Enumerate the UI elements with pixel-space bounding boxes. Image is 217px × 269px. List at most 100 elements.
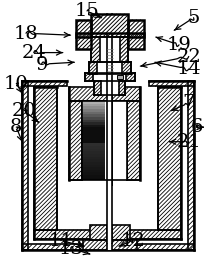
Bar [82,170,107,173]
Bar [82,165,107,167]
Text: 22: 22 [176,48,201,66]
Bar [107,14,112,243]
Bar [82,146,107,149]
Text: 24: 24 [21,44,46,62]
Bar [127,101,140,180]
Bar [128,33,144,49]
Bar [126,73,135,81]
Bar [34,88,57,230]
Bar [82,104,107,107]
Bar [187,81,193,250]
Bar [91,37,100,62]
Bar [82,117,107,120]
Bar [82,114,107,117]
Text: 7: 7 [182,94,195,112]
Text: 10: 10 [4,75,29,93]
Bar [128,20,144,37]
Bar [82,128,107,130]
Bar [149,81,193,87]
Bar [149,81,193,87]
Bar [82,130,107,133]
Bar [82,162,107,165]
Bar [69,101,82,180]
Bar [82,143,107,146]
Bar [91,37,100,62]
Bar [89,225,130,240]
Bar [89,62,97,74]
Bar [82,151,107,154]
Text: 5: 5 [187,9,200,27]
Bar [69,88,140,101]
Bar [91,33,128,37]
Bar [82,178,107,180]
Bar [82,133,107,136]
Bar [128,33,144,49]
Bar [91,14,128,33]
Bar [22,81,28,250]
Text: 19: 19 [166,36,191,54]
Bar [122,62,131,74]
Bar [34,230,181,239]
Text: 11: 11 [48,232,73,250]
Bar [128,20,144,37]
Bar [89,225,130,240]
Bar [76,33,91,49]
Bar [82,141,107,144]
Bar [120,37,128,62]
Bar [158,88,181,230]
Bar [82,167,107,170]
Bar [107,96,112,185]
Bar [82,120,107,122]
Bar [76,33,91,49]
Bar [93,73,126,81]
Bar [76,20,91,37]
Text: 8: 8 [10,118,23,136]
Bar [22,245,193,250]
Bar [22,81,67,87]
Bar [187,81,193,250]
Bar [118,81,125,95]
Bar [85,73,93,81]
Bar [82,109,107,112]
Bar [127,101,140,180]
Bar [91,33,128,37]
Text: 13: 13 [58,239,83,257]
Bar [82,122,107,125]
Bar [82,154,107,157]
Bar [158,88,181,230]
Bar [82,101,127,180]
Bar [82,101,127,180]
Bar [94,81,101,95]
Bar [82,125,107,128]
Bar [82,149,107,151]
Bar [82,157,107,160]
Bar [82,159,107,162]
Bar [69,101,82,180]
Bar [82,172,107,175]
Bar [91,33,128,37]
Bar [118,81,125,95]
Bar [100,37,120,62]
Text: 9: 9 [35,55,48,73]
Text: 6: 6 [190,118,202,136]
Bar [107,225,112,250]
Bar [82,101,107,104]
Bar [97,62,122,74]
Bar [82,106,107,109]
Bar [34,88,57,230]
Bar [34,230,181,239]
Bar [105,101,127,180]
Bar [91,14,128,33]
Bar [120,37,128,62]
Bar [94,81,101,95]
Bar [85,73,93,81]
Bar [57,88,158,230]
Bar [117,75,123,79]
Text: 21: 21 [176,133,201,151]
Bar [22,81,28,250]
Bar [122,62,131,74]
Text: 15: 15 [75,2,99,20]
Bar [82,136,107,138]
Text: 14: 14 [176,60,201,78]
Text: 18: 18 [14,24,38,43]
